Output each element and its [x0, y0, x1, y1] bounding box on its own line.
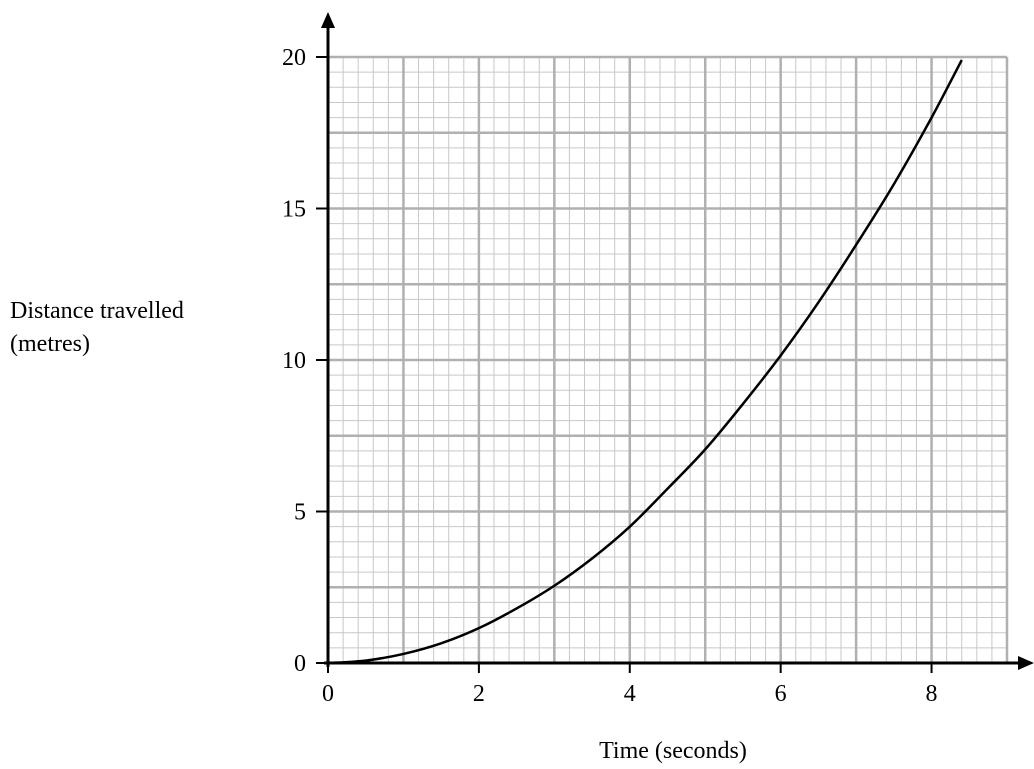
- x-tick-label: 0: [322, 681, 334, 707]
- tick-marks: [316, 56, 933, 673]
- y-axis-title-line-2: (metres): [10, 331, 90, 357]
- y-tick-label: 15: [282, 197, 306, 223]
- x-tick-label: 6: [775, 681, 787, 707]
- y-tick-label: 0: [294, 651, 306, 677]
- y-axis-title-line-1: Distance travelled: [10, 298, 184, 324]
- y-tick-label: 20: [282, 45, 306, 71]
- x-axis-title: Time (seconds): [599, 738, 747, 764]
- x-tick-label: 2: [473, 681, 485, 707]
- distance-curve: [327, 59, 963, 665]
- x-axis-arrow-icon: [1018, 656, 1034, 670]
- axes: [321, 12, 1034, 670]
- x-tick-label: 4: [624, 681, 636, 707]
- y-axis-arrow-icon: [321, 12, 335, 28]
- y-tick-label: 5: [294, 500, 306, 526]
- plot-border: [328, 55, 1009, 663]
- series-layer: [327, 59, 963, 665]
- x-tick-label: 8: [926, 681, 938, 707]
- y-tick-label: 10: [282, 348, 306, 374]
- tick-labels: 0 2 4 6 8 0 5 10 15 20: [282, 45, 938, 707]
- major-grid: [328, 57, 1007, 663]
